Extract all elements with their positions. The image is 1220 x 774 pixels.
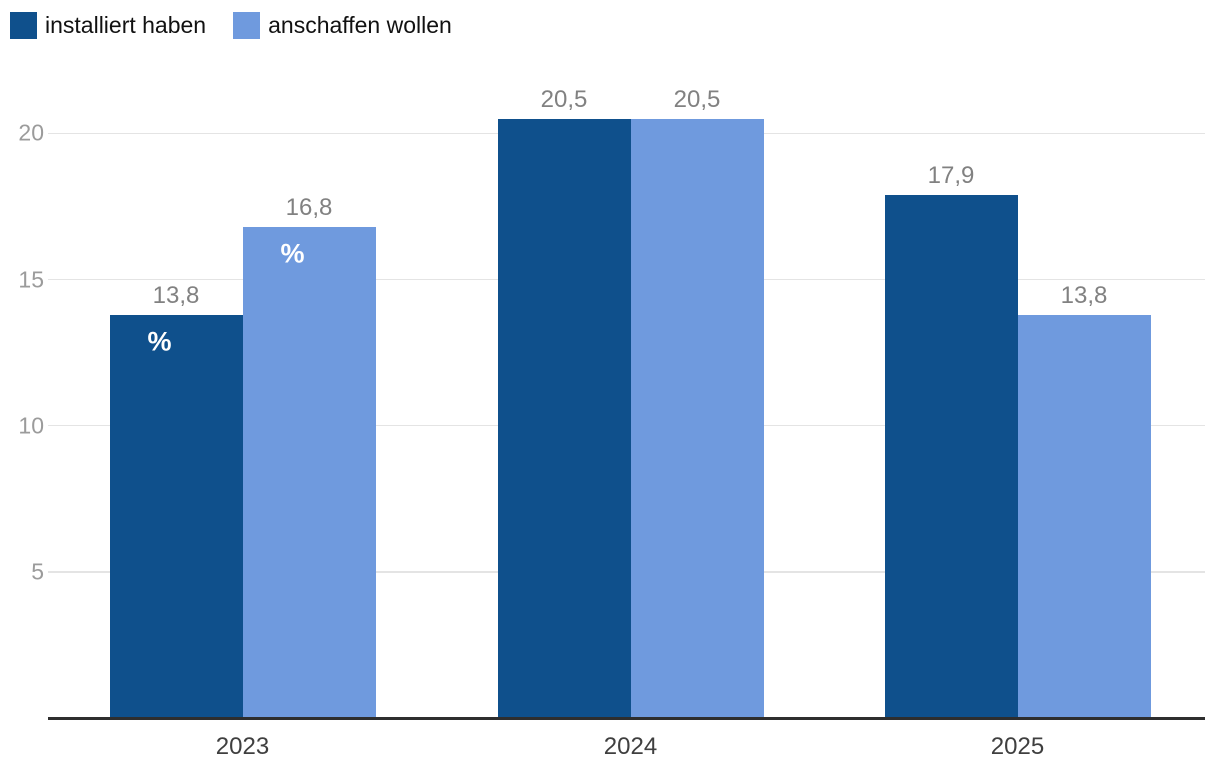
y-axis-tick-label: 5 xyxy=(31,558,44,585)
bar-anschaffen-wollen-2025[interactable] xyxy=(1017,314,1151,718)
percent-unit-label: % xyxy=(280,238,305,269)
bar-installiert-haben-2023[interactable] xyxy=(109,314,243,718)
x-axis-category-label: 2023 xyxy=(215,733,270,760)
x-axis-line xyxy=(48,716,1205,720)
legend-item-installiert-haben[interactable]: installiert haben xyxy=(10,12,206,39)
legend-label: installiert haben xyxy=(45,12,207,38)
x-axis-category-label: 2025 xyxy=(990,733,1045,760)
y-axis-tick-label: 15 xyxy=(18,266,44,293)
bar-value-label: 20,5 xyxy=(673,85,721,113)
bar-value-label: 16,8 xyxy=(285,193,333,221)
bar-value-label: 20,5 xyxy=(540,85,588,113)
legend-item-anschaffen-wollen[interactable]: anschaffen wollen xyxy=(233,12,452,39)
legend-swatch-light-blue-icon xyxy=(233,12,261,39)
legend-swatch-dark-blue-icon xyxy=(10,12,37,39)
legend: installiert haben anschaffen wollen xyxy=(10,12,452,39)
y-axis-tick-label: 20 xyxy=(18,119,44,146)
bar-anschaffen-wollen-2023[interactable] xyxy=(242,226,376,718)
bar-anschaffen-wollen-2024[interactable] xyxy=(630,118,764,718)
bar-installiert-haben-2024[interactable] xyxy=(497,118,631,718)
legend-label: anschaffen wollen xyxy=(268,12,452,38)
y-axis-tick-label: 10 xyxy=(18,412,44,439)
bar-value-label: 13,8 xyxy=(1060,281,1108,309)
bar-installiert-haben-2025[interactable] xyxy=(884,194,1018,718)
x-axis-category-label: 2024 xyxy=(603,733,658,760)
percent-unit-label: % xyxy=(147,326,172,357)
bar-value-label: 17,9 xyxy=(927,161,975,189)
bar-value-label: 13,8 xyxy=(152,281,200,309)
